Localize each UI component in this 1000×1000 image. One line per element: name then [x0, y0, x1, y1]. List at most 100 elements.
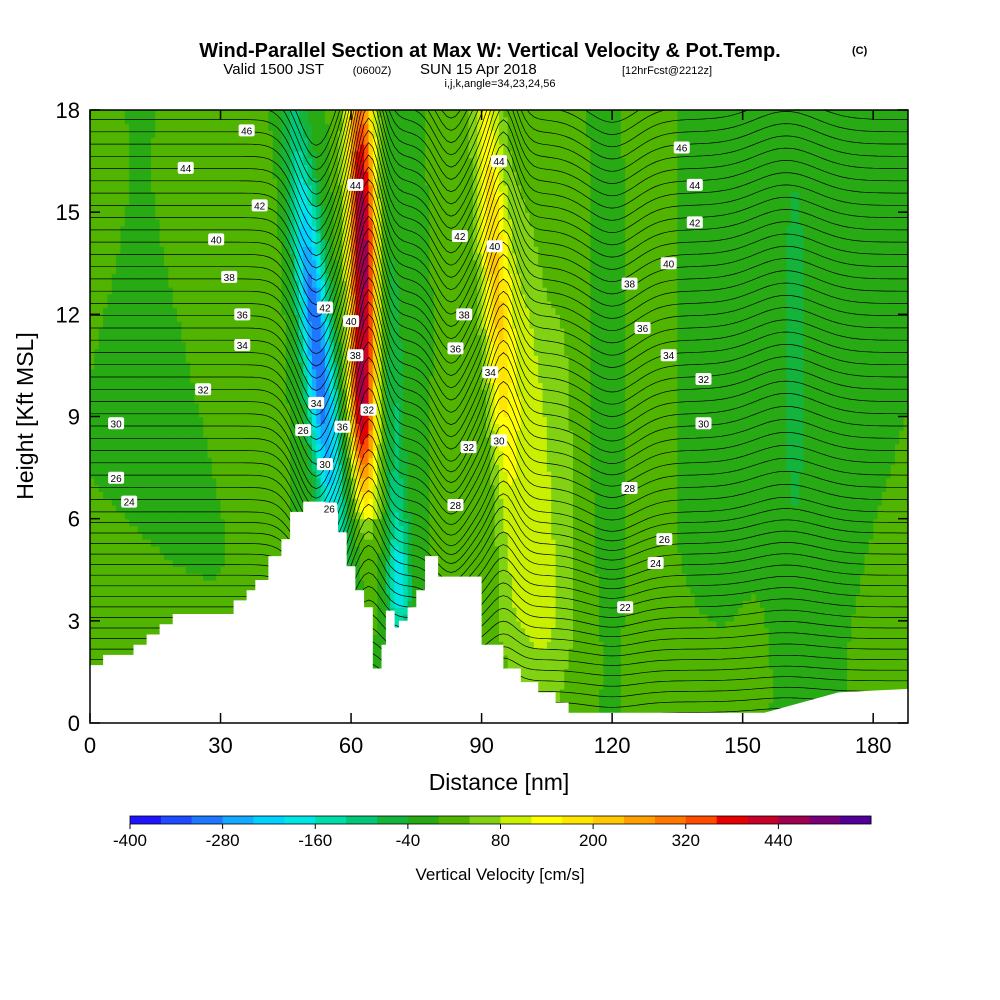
velocity-cell: [116, 355, 122, 363]
velocity-cell: [129, 191, 135, 200]
velocity-cell: [172, 184, 178, 193]
velocity-cell: [203, 402, 209, 411]
velocity-cell: [181, 253, 187, 261]
velocity-cell: [216, 362, 222, 370]
velocity-cell: [172, 457, 178, 465]
velocity-cell: [159, 545, 165, 554]
velocity-cell: [203, 110, 209, 118]
velocity-cell: [272, 539, 278, 547]
velocity-cell: [311, 239, 317, 247]
velocity-cell: [198, 450, 204, 458]
velocity-cell: [159, 123, 165, 132]
velocity-cell: [103, 593, 108, 601]
velocity-cell: [163, 164, 169, 172]
velocity-cell: [133, 525, 139, 533]
velocity-cell: [242, 593, 248, 601]
velocity-cell: [303, 293, 309, 302]
velocity-cell: [207, 273, 213, 281]
velocity-cell: [124, 443, 130, 452]
velocity-cell: [111, 130, 117, 138]
velocity-cell: [168, 348, 174, 356]
velocity-cell: [142, 402, 148, 411]
velocity-cell: [320, 348, 326, 356]
velocity-cell: [142, 436, 148, 445]
velocity-cell: [233, 150, 239, 159]
velocity-cell: [220, 123, 226, 132]
velocity-cell: [155, 498, 161, 506]
velocity-cell: [90, 341, 95, 349]
velocity-cell: [90, 307, 95, 315]
velocity-cell: [129, 178, 135, 186]
velocity-cell: [250, 321, 256, 329]
velocity-cell: [307, 300, 313, 309]
velocity-cell: [311, 457, 317, 465]
velocity-cell: [316, 348, 322, 356]
velocity-cell: [120, 641, 126, 649]
velocity-cell: [268, 123, 274, 132]
velocity-cell: [98, 593, 104, 601]
velocity-cell: [203, 259, 209, 268]
velocity-cell: [311, 314, 317, 322]
velocity-cell: [120, 259, 126, 268]
velocity-cell: [190, 253, 196, 261]
velocity-cell: [103, 198, 108, 206]
velocity-cell: [237, 273, 243, 281]
velocity-cell: [207, 505, 213, 513]
velocity-cell: [259, 212, 265, 220]
velocity-cell: [142, 498, 148, 506]
velocity-cell: [316, 484, 322, 493]
velocity-cell: [224, 396, 230, 404]
velocity-cell: [294, 491, 300, 499]
velocity-cell: [320, 253, 326, 261]
velocity-cell: [168, 532, 174, 540]
velocity-cell: [181, 198, 187, 206]
velocity-cell: [90, 164, 95, 172]
velocity-cell: [203, 198, 209, 206]
velocity-cell: [111, 144, 117, 152]
velocity-cell: [98, 416, 104, 424]
velocity-cell: [237, 334, 243, 343]
velocity-cell: [111, 382, 117, 390]
velocity-cell: [120, 627, 126, 636]
velocity-cell: [233, 225, 239, 234]
velocity-cell: [294, 300, 300, 309]
velocity-cell: [250, 396, 256, 404]
velocity-cell: [155, 205, 161, 213]
velocity-cell: [211, 491, 217, 499]
velocity-cell: [190, 375, 196, 384]
velocity-cell: [98, 559, 104, 567]
velocity-cell: [190, 409, 196, 418]
velocity-cell: [137, 389, 143, 397]
velocity-cell: [120, 368, 126, 377]
velocity-cell: [137, 259, 143, 268]
velocity-cell: [133, 559, 139, 567]
velocity-cell: [120, 375, 126, 384]
velocity-cell: [303, 341, 309, 349]
velocity-cell: [316, 430, 322, 438]
velocity-cell: [246, 273, 252, 281]
velocity-cell: [116, 457, 122, 465]
velocity-cell: [111, 205, 117, 213]
velocity-cell: [111, 157, 117, 166]
velocity-cell: [285, 341, 291, 349]
velocity-cell: [207, 416, 213, 424]
velocity-cell: [98, 457, 104, 465]
velocity-cell: [116, 157, 122, 166]
velocity-cell: [103, 600, 108, 608]
velocity-cell: [203, 273, 209, 281]
velocity-cell: [172, 491, 178, 499]
velocity-cell: [111, 273, 117, 281]
velocity-cell: [133, 620, 139, 629]
velocity-cell: [268, 212, 274, 220]
velocity-cell: [203, 225, 209, 234]
velocity-cell: [320, 164, 326, 172]
velocity-cell: [98, 477, 104, 486]
velocity-cell: [150, 368, 156, 377]
velocity-cell: [303, 198, 309, 206]
velocity-cell: [229, 559, 235, 567]
velocity-cell: [198, 498, 204, 506]
velocity-cell: [285, 157, 291, 166]
velocity-cell: [190, 191, 196, 200]
velocity-cell: [150, 443, 156, 452]
velocity-cell: [103, 484, 108, 493]
